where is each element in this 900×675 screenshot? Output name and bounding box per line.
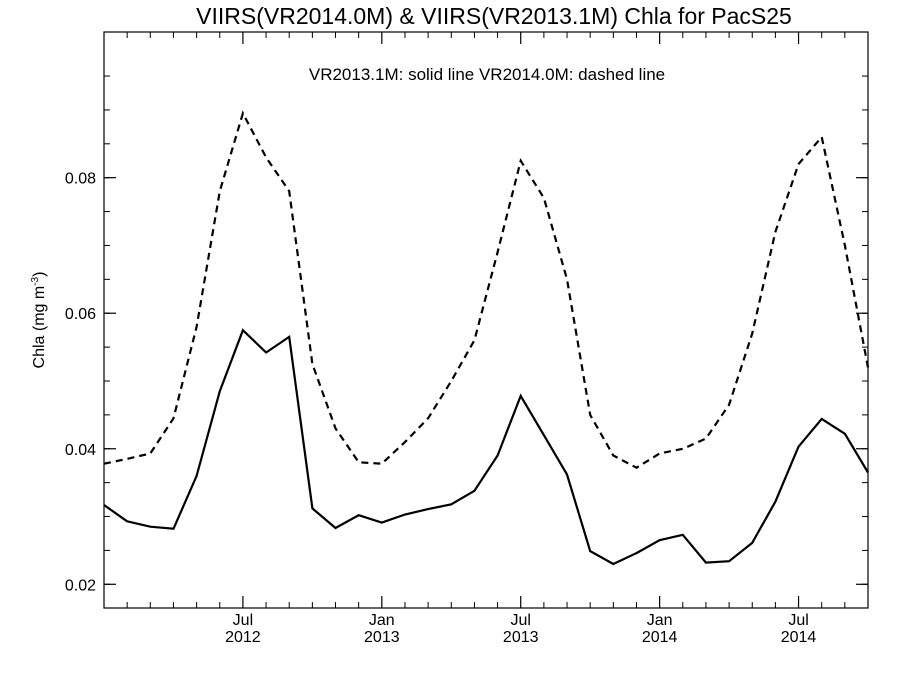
svg-text:Chla (mg m-3): Chla (mg m-3) [30,272,48,369]
x-tick-month-label: Jan [369,612,395,629]
series-line-VR2014.0M [103,110,870,469]
y-axis-label-superscript: -3 [30,276,41,285]
legend-annotation: VR2013.1M: solid line VR2014.0M: dashed … [309,65,665,84]
y-tick-label: 0.08 [65,171,96,188]
plot-frame [103,31,869,609]
x-tick-year-label: 2013 [503,629,539,646]
x-tick-year-label: 2012 [225,629,261,646]
y-axis-label-close: ) [31,272,48,277]
y-tick-label: 0.04 [65,442,96,459]
x-tick-month-label: Jan [647,612,673,629]
y-tick-label: 0.02 [65,577,96,594]
x-tick-year-label: 2013 [364,629,400,646]
x-tick-year-label: 2014 [781,629,817,646]
series-layer [103,110,870,566]
x-tick-month-label: Jul [233,612,253,629]
x-tick-year-label: 2014 [642,629,678,646]
y-axis-label: Chla (mg m-3) [30,272,48,369]
y-tick-label: 0.06 [65,306,96,323]
x-tick-month-label: Jul [511,612,531,629]
chart-title: VIIRS(VR2014.0M) & VIIRS(VR2013.1M) Chla… [196,3,792,29]
series-line-VR2013.1M [103,328,869,566]
axes: 0.020.040.060.08Jul2012Jan2013Jul2013Jan… [65,31,869,646]
x-tick-month-label: Jul [788,612,808,629]
y-axis-label-main: Chla (mg m [31,286,48,369]
